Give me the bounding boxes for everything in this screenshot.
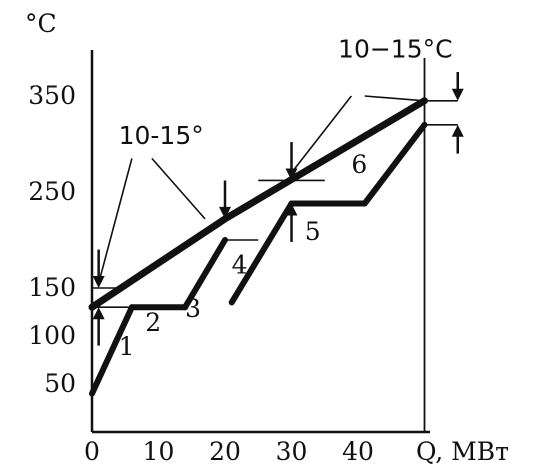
axis-ticks: 0 10 20 30 40 50 100 150 250 350 [28, 81, 374, 466]
y-tick-label: 350 [28, 81, 76, 110]
annotation-leader [364, 95, 425, 102]
x-tick-label: 40 [342, 437, 374, 466]
series-lines [88, 97, 428, 397]
series-label: 4 [232, 251, 248, 280]
series-labels: 12 3 4 5 6 [119, 150, 368, 361]
y-tick-label: 150 [28, 273, 76, 302]
annotation-text: 10-15° [119, 121, 204, 150]
series-label: 6 [351, 150, 367, 179]
annotation-text: 10−15°C [338, 35, 453, 64]
arrow-head [285, 203, 298, 216]
x-tick-label: 0 [84, 437, 100, 466]
series-label: 2 [145, 308, 161, 337]
y-tick-label: 250 [28, 177, 76, 206]
series-3-line [182, 237, 228, 311]
annotations: 10-15° 10−15°C [97, 35, 453, 284]
x-tick-label: 30 [276, 437, 308, 466]
x-axis-label: Q, МВт [416, 437, 509, 466]
y-tick-label: 50 [44, 369, 76, 398]
arrow-head [451, 124, 464, 137]
arrow-head [451, 88, 464, 101]
arrow-head [92, 307, 105, 320]
y-unit-label: °C [25, 9, 57, 38]
x-tick-label: 20 [209, 437, 241, 466]
series-label: 1 [119, 332, 135, 361]
annotation-leader [151, 157, 206, 220]
arrow-head [285, 168, 298, 181]
arrow-head [219, 206, 231, 219]
series-label: 5 [305, 217, 321, 246]
hot-composite-curve [88, 97, 428, 311]
annotation-leader [97, 158, 133, 284]
y-tick-label: 100 [28, 321, 76, 350]
series-label: 3 [185, 294, 201, 323]
series-1-line [89, 304, 135, 397]
annotation-leader [290, 95, 352, 174]
series-6-line [361, 121, 428, 207]
x-tick-label: 10 [143, 437, 175, 466]
series-4-line [228, 200, 295, 306]
